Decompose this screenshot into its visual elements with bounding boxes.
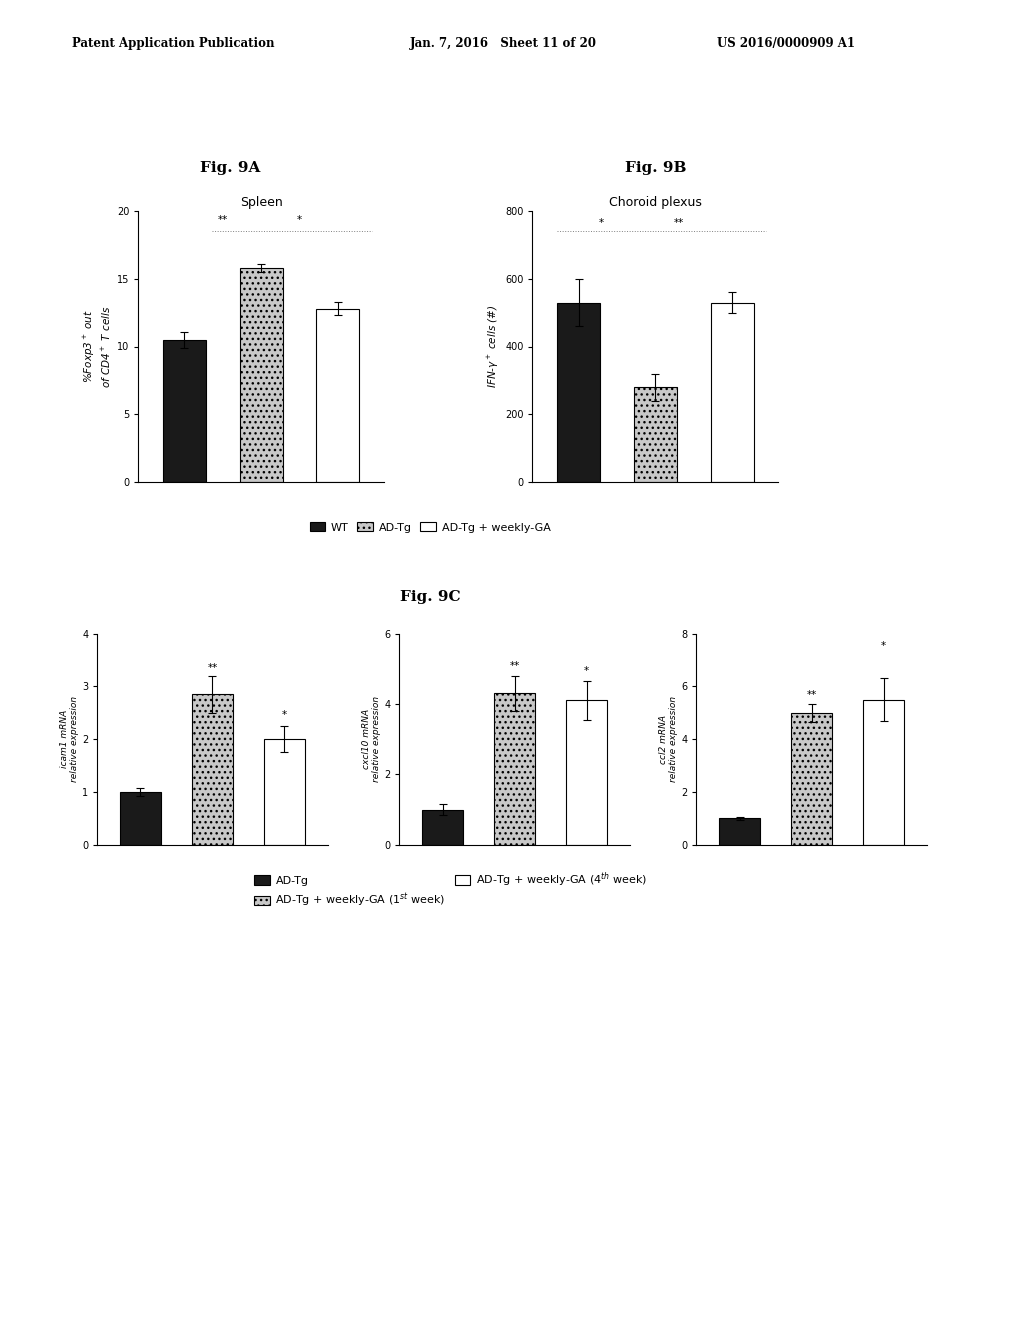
Text: **: ** [217, 215, 228, 224]
Y-axis label: ccl2 mRNA
relative expression: ccl2 mRNA relative expression [658, 696, 678, 783]
Text: Fig. 9C: Fig. 9C [399, 590, 461, 603]
Text: *: * [599, 218, 604, 228]
Text: **: ** [509, 661, 520, 671]
Legend: AD-Tg, AD-Tg + weekly-GA (1$^{st}$ week), AD-Tg + weekly-GA (4$^{th}$ week): AD-Tg, AD-Tg + weekly-GA (1$^{st}$ week)… [250, 866, 651, 913]
Y-axis label: icam1 mRNA
relative expression: icam1 mRNA relative expression [59, 696, 79, 783]
Legend: WT, AD-Tg, AD-Tg + weekly-GA: WT, AD-Tg, AD-Tg + weekly-GA [305, 517, 555, 537]
Text: **: ** [673, 218, 684, 228]
Text: Fig. 9B: Fig. 9B [625, 161, 686, 174]
Title: Choroid plexus: Choroid plexus [609, 195, 701, 209]
Bar [240, 268, 283, 482]
Bar [422, 809, 463, 845]
Text: US 2016/0000909 A1: US 2016/0000909 A1 [717, 37, 855, 50]
Text: *: * [881, 642, 886, 652]
Bar [557, 302, 600, 482]
Y-axis label: cxcl10 mRNA
relative expression: cxcl10 mRNA relative expression [361, 696, 381, 783]
Text: Fig. 9A: Fig. 9A [201, 161, 260, 174]
Bar [316, 309, 359, 482]
Bar [792, 713, 831, 845]
Text: Patent Application Publication: Patent Application Publication [72, 37, 274, 50]
Text: Jan. 7, 2016   Sheet 11 of 20: Jan. 7, 2016 Sheet 11 of 20 [410, 37, 597, 50]
Bar [163, 339, 206, 482]
Text: *: * [297, 215, 302, 224]
Text: **: ** [207, 663, 218, 673]
Y-axis label: IFN-γ$^+$ cells (#): IFN-γ$^+$ cells (#) [485, 305, 501, 388]
Bar [863, 700, 904, 845]
Bar [495, 693, 535, 845]
Title: Spleen: Spleen [240, 195, 283, 209]
Bar [193, 694, 232, 845]
Text: *: * [282, 710, 287, 721]
Bar [566, 701, 606, 845]
Bar [264, 739, 305, 845]
Bar [720, 818, 760, 845]
Bar [711, 302, 754, 482]
Y-axis label: %Foxp3$^+$ out
of CD4$^+$ T cells: %Foxp3$^+$ out of CD4$^+$ T cells [82, 305, 113, 388]
Text: *: * [584, 667, 589, 676]
Text: **: ** [806, 690, 817, 701]
Bar [634, 387, 677, 482]
Bar [121, 792, 161, 845]
